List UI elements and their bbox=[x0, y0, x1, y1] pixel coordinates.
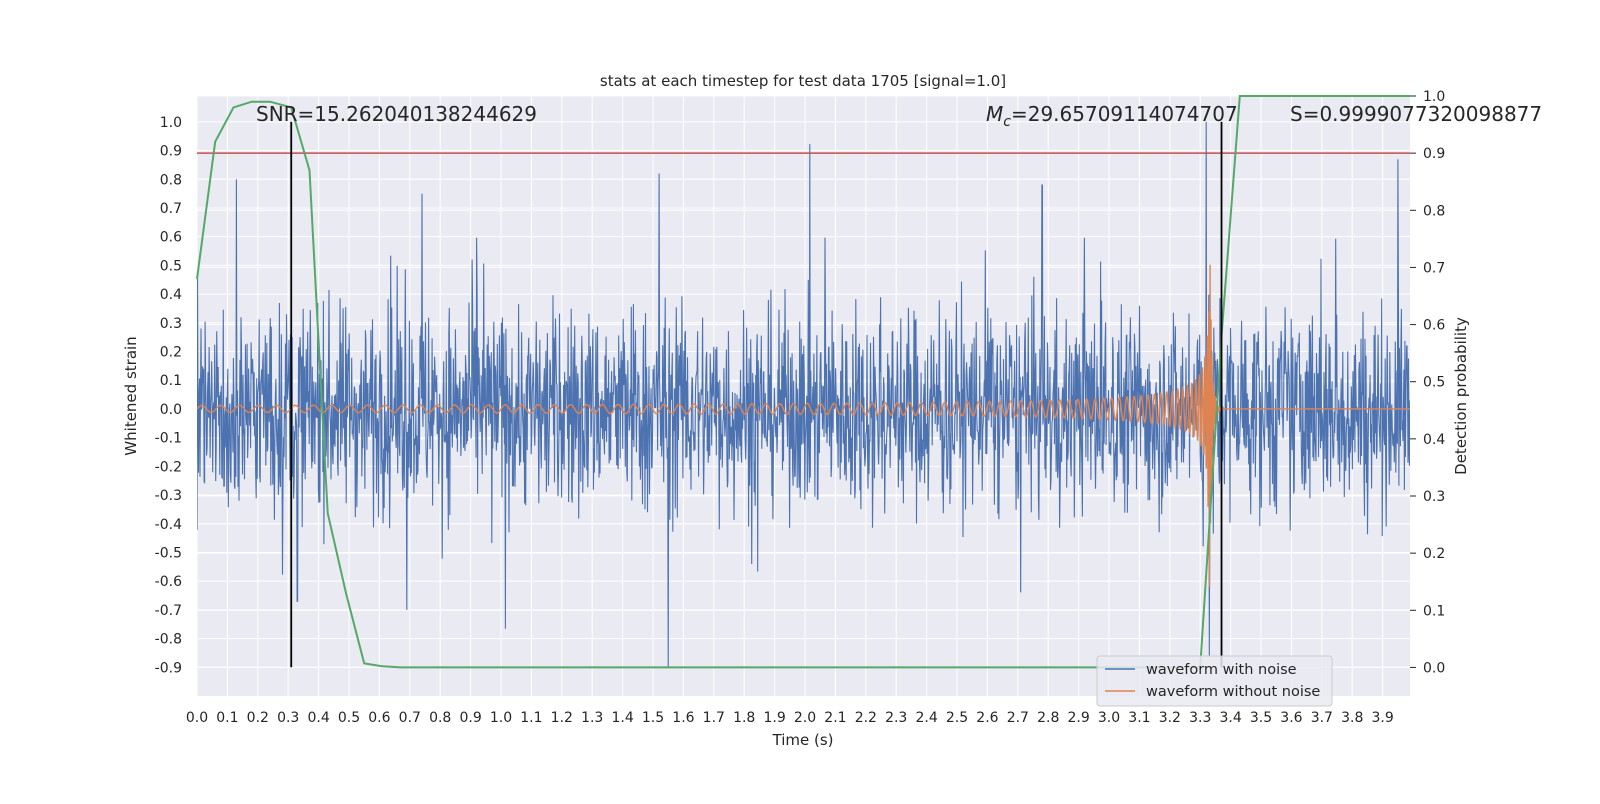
y2-tick-label: 1.0 bbox=[1423, 89, 1445, 105]
x-tick-label: 1.9 bbox=[763, 710, 785, 726]
s-annotation: S=0.9999077320098877 bbox=[1290, 102, 1542, 126]
x-tick-label: 3.9 bbox=[1372, 710, 1394, 726]
axes-layer: 0.0 0.1 0.2 0.3 0.4 0.5 0.6 0.7 0.8 0.9 1.0 1.1 1.2 1… bbox=[155, 89, 1446, 726]
clean-series-line bbox=[197, 264, 1410, 588]
mc-annotation: Mc=29.65709114074707 bbox=[986, 102, 1238, 130]
x-tick-label: 3.7 bbox=[1311, 710, 1333, 726]
x-tick-label: 1.1 bbox=[520, 710, 542, 726]
y-tick-label: -0.6 bbox=[155, 574, 182, 590]
x-tick-label: 0.6 bbox=[368, 710, 390, 726]
y-tick-label: 1.0 bbox=[160, 115, 182, 131]
overlay-layer bbox=[196, 95, 1410, 669]
x-tick-label: 3.5 bbox=[1250, 710, 1272, 726]
x-tick-label: 1.6 bbox=[672, 710, 694, 726]
x-tick-label: 2.7 bbox=[1007, 710, 1029, 726]
y-tick-label: 0.6 bbox=[160, 230, 182, 246]
y2-tick-label: 0.4 bbox=[1423, 432, 1445, 448]
x-tick-label: 3.3 bbox=[1189, 710, 1211, 726]
y-tick-label: -0.7 bbox=[155, 603, 182, 619]
x-tick-label: 0.8 bbox=[429, 710, 451, 726]
x-tick-label: 1.7 bbox=[703, 710, 725, 726]
probability-series-line bbox=[196, 95, 1410, 669]
x-tick-label: 1.0 bbox=[490, 710, 512, 726]
y2-tick-label: 0.2 bbox=[1423, 546, 1445, 562]
x-tick-label: 0.2 bbox=[247, 710, 269, 726]
legend-label-noise: waveform with noise bbox=[1146, 662, 1297, 678]
clean-layer bbox=[197, 264, 1410, 588]
legend-box bbox=[1096, 655, 1333, 707]
y-tick-label: 0.7 bbox=[160, 201, 182, 217]
x-tick-label: 0.9 bbox=[459, 710, 481, 726]
y2-axis-label: Detection probability bbox=[1452, 317, 1470, 475]
y2-tick-label: 0.3 bbox=[1423, 489, 1445, 505]
x-tick-label: 1.8 bbox=[733, 710, 755, 726]
y2-tick-label: 0.7 bbox=[1423, 260, 1445, 276]
y-tick-label: -0.4 bbox=[155, 517, 182, 533]
y2-tick-label: 0.8 bbox=[1423, 203, 1445, 219]
y-tick-label: -0.5 bbox=[155, 545, 182, 561]
y-tick-label: 0.2 bbox=[160, 345, 182, 361]
x-tick-label: 1.4 bbox=[611, 710, 633, 726]
x-tick-label: 3.6 bbox=[1280, 710, 1302, 726]
y-tick-label: -0.9 bbox=[155, 660, 182, 676]
legend-label-clean: waveform without noise bbox=[1146, 684, 1320, 700]
y-tick-label: 0.5 bbox=[160, 258, 182, 274]
x-tick-label: 1.3 bbox=[581, 710, 603, 726]
x-tick-label: 0.0 bbox=[186, 710, 208, 726]
x-tick-label: 3.4 bbox=[1220, 710, 1242, 726]
x-tick-label: 0.3 bbox=[277, 710, 299, 726]
x-tick-label: 2.1 bbox=[824, 710, 846, 726]
x-tick-label: 3.8 bbox=[1341, 710, 1363, 726]
x-axis-label: Time (s) bbox=[772, 731, 834, 749]
x-tick-label: 2.8 bbox=[1037, 710, 1059, 726]
y-tick-label: 0.4 bbox=[160, 287, 182, 303]
chart-title: stats at each timestep for test data 170… bbox=[600, 72, 1006, 90]
x-tick-label: 2.3 bbox=[885, 710, 907, 726]
x-tick-label: 0.4 bbox=[307, 710, 329, 726]
x-tick-label: 2.6 bbox=[976, 710, 998, 726]
y2-tick-label: 0.5 bbox=[1423, 375, 1445, 391]
x-tick-label: 2.5 bbox=[946, 710, 968, 726]
snr-annotation: SNR=15.262040138244629 bbox=[256, 102, 537, 126]
mc-symbol: M bbox=[986, 102, 1003, 126]
x-tick-label: 3.1 bbox=[1128, 710, 1150, 726]
x-tick-label: 0.7 bbox=[399, 710, 421, 726]
x-tick-label: 2.2 bbox=[855, 710, 877, 726]
x-tick-label: 0.5 bbox=[338, 710, 360, 726]
x-tick-label: 2.0 bbox=[794, 710, 816, 726]
y-tick-label: -0.2 bbox=[155, 459, 182, 475]
x-tick-label: 3.0 bbox=[1098, 710, 1120, 726]
y2-tick-label: 0.0 bbox=[1423, 660, 1445, 676]
x-tick-label: 1.2 bbox=[551, 710, 573, 726]
x-tick-label: 3.2 bbox=[1159, 710, 1181, 726]
y-tick-label: -0.3 bbox=[155, 488, 182, 504]
y-tick-label: 0.1 bbox=[160, 373, 182, 389]
y2-tick-label: 0.9 bbox=[1423, 146, 1445, 162]
y2-tick-label: 0.1 bbox=[1423, 603, 1445, 619]
y-tick-label: 0.8 bbox=[160, 172, 182, 188]
y-tick-label: -0.1 bbox=[155, 431, 182, 447]
x-tick-label: 2.9 bbox=[1067, 710, 1089, 726]
legend: waveform with noise waveform without noi… bbox=[1096, 655, 1333, 707]
x-tick-label: 1.5 bbox=[642, 710, 664, 726]
x-tick-label: 0.1 bbox=[216, 710, 238, 726]
y-tick-label: 0.9 bbox=[160, 144, 182, 160]
mc-subscript: c bbox=[1003, 114, 1011, 130]
y2-tick-label: 0.6 bbox=[1423, 318, 1445, 334]
x-tick-label: 2.4 bbox=[915, 710, 937, 726]
y-tick-label: 0.0 bbox=[160, 402, 182, 418]
y-tick-label: -0.8 bbox=[155, 632, 182, 648]
y-tick-label: 0.3 bbox=[160, 316, 182, 332]
y-axis-label: Whitened strain bbox=[122, 336, 140, 455]
mc-value: =29.65709114074707 bbox=[1011, 102, 1238, 126]
